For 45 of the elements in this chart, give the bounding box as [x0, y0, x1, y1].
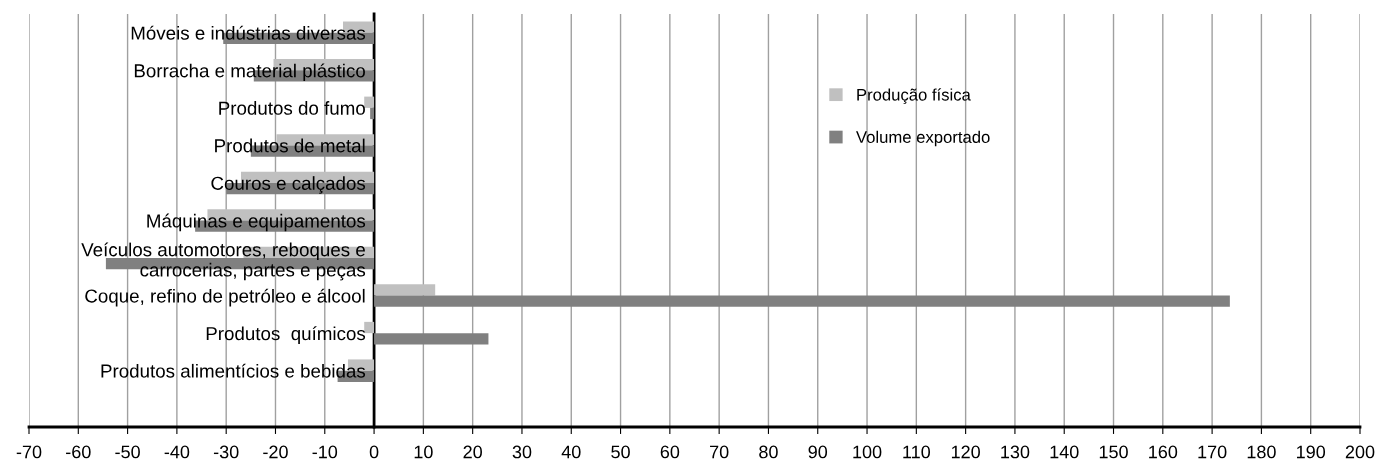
- y-tick-label: Coque, refino de petróleo e álcool: [85, 288, 365, 307]
- x-tick-label: 90: [808, 445, 828, 459]
- x-tick-label: 20: [463, 445, 482, 459]
- x-tick-label: 200: [1345, 445, 1375, 459]
- x-tick-label: 130: [1001, 445, 1030, 459]
- x-tick-label: 170: [1198, 445, 1227, 459]
- x-tick-label: 60: [660, 445, 680, 459]
- y-tick-label: Produtos do fumo: [219, 101, 365, 115]
- x-tick-label: -10: [312, 445, 338, 459]
- y-tick-label: Borracha e material plástico: [134, 63, 365, 82]
- y-tick-label: Couros e calçados: [211, 176, 366, 194]
- x-tick-label: 180: [1247, 445, 1276, 459]
- x-tick-label: -20: [263, 445, 288, 459]
- x-tick-label: 10: [414, 445, 433, 459]
- bar: [364, 96, 375, 108]
- legend-label: Volume exportado: [856, 130, 990, 147]
- x-tick-label: 160: [1149, 445, 1178, 459]
- x-tick-label: 70: [710, 445, 729, 459]
- bar: [374, 284, 436, 296]
- x-tick-label: 140: [1050, 445, 1079, 459]
- bar: [370, 107, 375, 120]
- bar: [374, 333, 489, 345]
- x-tick-label: -40: [164, 445, 190, 459]
- x-tick-label: 30: [512, 445, 532, 459]
- bar: [364, 321, 375, 334]
- x-tick-label: 80: [759, 445, 778, 459]
- x-tick-label: 120: [951, 445, 980, 459]
- y-tick-label: Produtos químicos: [206, 326, 366, 344]
- x-tick-label: 0: [369, 445, 379, 459]
- y-tick-label: Produtos alimentícios e bebidas: [101, 363, 366, 378]
- x-tick-label: -30: [213, 445, 239, 459]
- x-tick-label: 100: [853, 445, 882, 459]
- bar: [374, 295, 1230, 307]
- x-tick-label: 150: [1099, 445, 1128, 459]
- x-tick-label: -50: [115, 445, 140, 459]
- x-tick-label: -70: [16, 445, 42, 459]
- legend-label: Produção física: [857, 88, 971, 105]
- x-tick-label: 40: [561, 445, 581, 459]
- x-tick-label: 190: [1297, 445, 1326, 459]
- y-tick-label: Veículos automotores, reboques e carrocerias, partes e peças: [81, 242, 366, 281]
- y-tick-label: Máquinas e equipamentos: [147, 213, 366, 232]
- x-tick-label: 110: [903, 445, 931, 459]
- y-tick-label: Produtos de metal: [215, 138, 365, 153]
- x-tick-label: -60: [66, 445, 91, 459]
- x-tick-label: 50: [611, 445, 630, 459]
